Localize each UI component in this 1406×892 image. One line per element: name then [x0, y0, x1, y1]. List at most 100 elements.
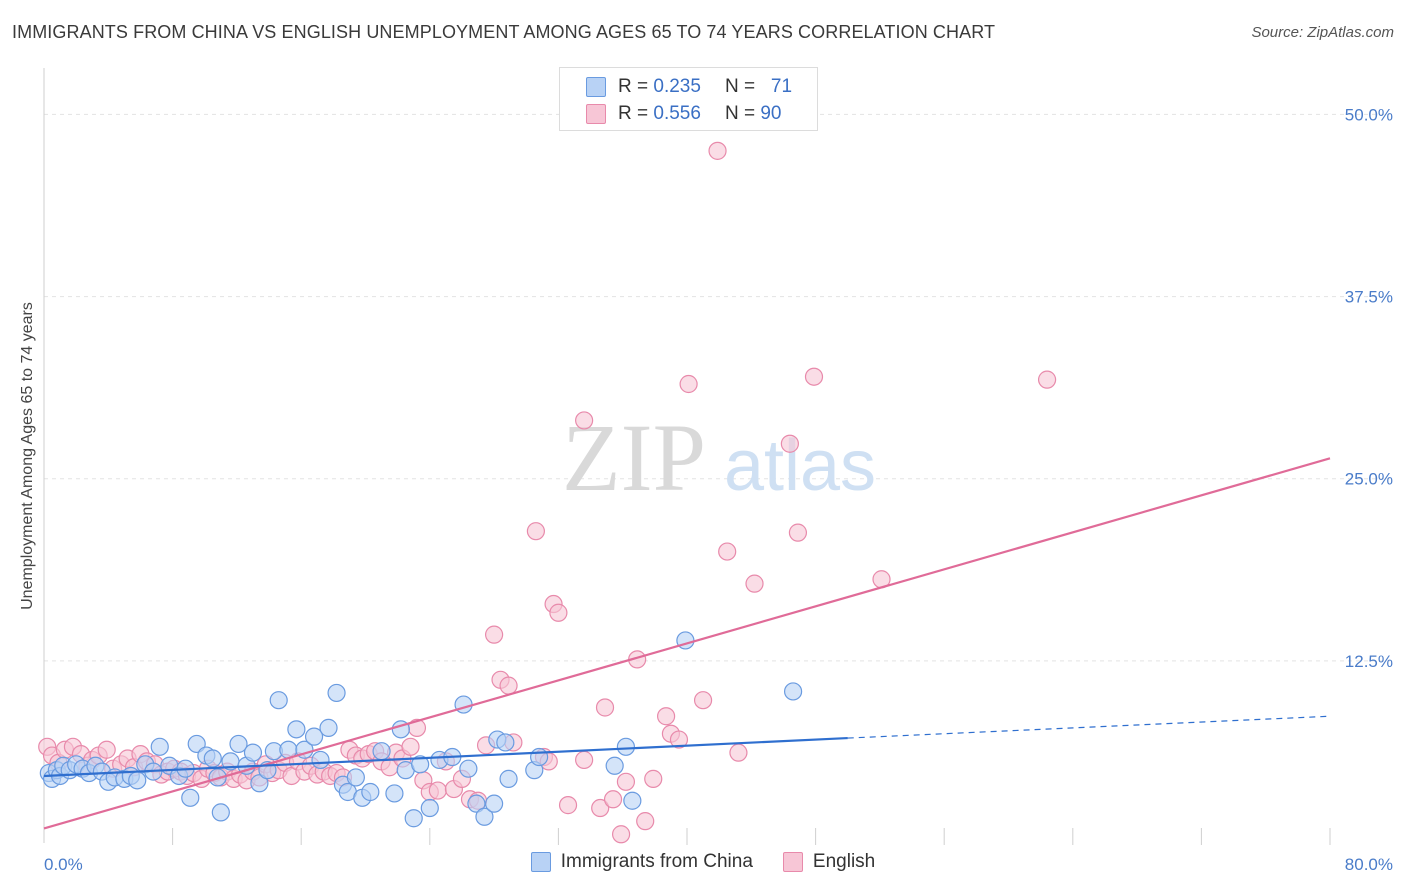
china-point [181, 788, 200, 807]
english-point [788, 523, 808, 542]
china-point [459, 759, 478, 778]
china-point [150, 737, 169, 756]
bottom-legend: Immigrants from China English [0, 851, 1406, 873]
english-point [575, 750, 594, 770]
china-point [467, 794, 486, 813]
chart-title: IMMIGRANTS FROM CHINA VS ENGLISH UNEMPLO… [12, 22, 996, 42]
watermark: ZIP atlas [562, 404, 876, 511]
x-tick-label-min: 0.0% [44, 855, 83, 874]
english-trend-line [43, 457, 1331, 830]
china-point [623, 791, 642, 810]
china-point [783, 682, 803, 701]
x-tick-label-max: 80.0% [1345, 855, 1393, 874]
stats-legend-row-english: R = 0.556 N = 90 [586, 101, 781, 127]
china-point [475, 807, 494, 826]
english-point [499, 676, 518, 695]
y-tick-label: 37.5% [1345, 288, 1393, 307]
china-point [287, 720, 306, 739]
english-point [575, 411, 594, 430]
china-point [385, 784, 404, 803]
english-point [591, 798, 610, 818]
china-point [319, 718, 338, 737]
english-point [657, 707, 676, 726]
watermark-atlas: atlas [724, 426, 876, 506]
china-point [250, 774, 269, 793]
english-point [718, 542, 737, 561]
china-swatch [586, 77, 606, 97]
china-r-value: 0.235 [653, 76, 701, 97]
english-point [644, 769, 663, 788]
tick-labels: 12.5% 25.0% 37.5% 50.0% 0.0% 80.0% [44, 105, 1393, 874]
china-point [311, 750, 330, 770]
china-point [269, 691, 288, 710]
legend-china-label: Immigrants from China [560, 851, 753, 872]
china-point [361, 782, 380, 802]
china-point [346, 768, 365, 787]
english-point [611, 825, 631, 844]
china-point [229, 734, 248, 754]
english-point [780, 434, 799, 453]
y-tick-label: 12.5% [1345, 652, 1393, 671]
grid-lines [44, 113, 1390, 662]
y-tick-label: 25.0% [1345, 470, 1393, 489]
source-label: Source: ZipAtlas.com [1251, 24, 1394, 41]
china-point [605, 756, 624, 775]
english-point [616, 772, 636, 791]
china-point [327, 683, 346, 703]
china-point [420, 798, 439, 818]
china-point [243, 743, 263, 762]
english-point [729, 743, 748, 762]
english-point [603, 790, 623, 809]
legend-china-swatch [530, 852, 551, 872]
english-point [804, 367, 824, 386]
english-point [549, 603, 568, 622]
china-r-label: R = [618, 76, 649, 97]
english-point [97, 740, 116, 759]
english-point [636, 812, 655, 831]
english-point [745, 574, 764, 593]
china-n-value: 71 [770, 76, 793, 97]
china-point [485, 794, 504, 813]
legend-english-swatch [782, 852, 803, 872]
english-point [679, 374, 698, 394]
trend-lines [43, 457, 1331, 830]
china-point [496, 733, 515, 752]
china-trend-line [43, 736, 848, 778]
english-point [428, 781, 447, 800]
china-point [372, 742, 391, 761]
english-n-label: N = [724, 103, 756, 124]
english-r-value: 0.556 [653, 103, 701, 124]
china-point [211, 803, 230, 822]
english-point [401, 737, 420, 756]
english-point [558, 796, 578, 815]
english-point [708, 141, 727, 160]
china-point [404, 809, 423, 828]
english-point [485, 625, 504, 644]
english-n-value: 90 [760, 103, 782, 124]
legend-item-english: English [782, 851, 876, 873]
axes [43, 68, 1331, 845]
china-point [203, 749, 222, 768]
china-point [530, 747, 549, 767]
legend-item-china: Immigrants from China [530, 851, 753, 873]
china-point [304, 727, 324, 746]
y-tick-label: 50.0% [1345, 105, 1393, 124]
english-swatch [586, 104, 606, 124]
english-r-label: R = [618, 103, 649, 124]
english-point [526, 522, 545, 541]
legend-english-label: English [812, 851, 876, 872]
english-point [1037, 370, 1057, 389]
china-point [187, 734, 206, 754]
china-point [411, 755, 430, 774]
china-point [128, 771, 147, 790]
china-point [499, 769, 518, 788]
english-point [693, 691, 713, 710]
stats-legend-row-china: R = 0.235 N = 71 [586, 74, 792, 100]
y-axis-label: Unemployment Among Ages 65 to 74 years [19, 302, 36, 610]
china-n-label: N = [724, 76, 756, 97]
english-point [669, 730, 689, 749]
english-point [595, 698, 615, 717]
stats-legend: R = 0.235 N = 71 R = 0.556 N = 90 [559, 67, 818, 131]
china-point [616, 737, 636, 756]
